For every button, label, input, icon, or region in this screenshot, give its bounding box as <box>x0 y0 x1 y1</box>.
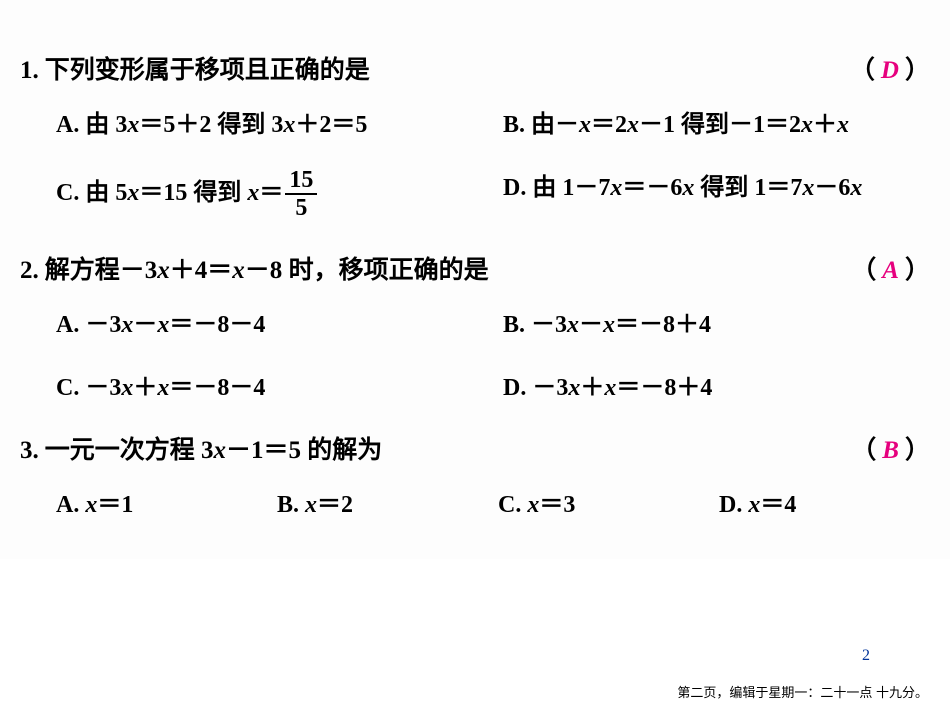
option-1b: B. 由－x＝2x－1 得到－1＝2x＋x <box>503 104 930 139</box>
question-2-options: A. －3x－x＝－8－4 B. －3x－x＝－8＋4 C. －3x＋x＝－8－… <box>20 304 930 402</box>
question-2-number: 2. <box>20 257 39 285</box>
question-1-text: 下列变形属于移项且正确的是 <box>45 50 840 86</box>
question-3-answer-paren: （B） <box>851 430 930 466</box>
option-3b: B. x＝2 <box>277 484 488 519</box>
option-label: D. <box>719 492 742 518</box>
option-label: C. <box>498 492 521 518</box>
option-label: A. <box>56 112 79 138</box>
option-label: B. <box>277 492 299 518</box>
question-3-number: 3. <box>20 437 39 465</box>
paren-open: （ <box>850 57 875 84</box>
option-1d: D. 由 1－7x＝－6x 得到 1＝7x－6x <box>503 167 930 222</box>
worksheet-content: 1. 下列变形属于移项且正确的是 （D） A. 由 3x＝5＋2 得到 3x＋2… <box>0 0 950 559</box>
option-label: C. <box>56 180 79 206</box>
paren-open: （ <box>851 257 876 284</box>
question-1: 1. 下列变形属于移项且正确的是 （D） A. 由 3x＝5＋2 得到 3x＋2… <box>20 50 930 222</box>
option-body: 由－x＝2x－1 得到－1＝2x＋x <box>531 112 849 138</box>
question-1-stem: 1. 下列变形属于移项且正确的是 （D） <box>20 50 930 86</box>
option-3d: D. x＝4 <box>719 484 930 519</box>
option-1c: C. 由 5x＝15 得到 x＝155 <box>56 167 483 222</box>
option-body: x＝3 <box>527 492 575 518</box>
question-2: 2. 解方程－3x＋4＝x－8 时，移项正确的是 （A） A. －3x－x＝－8… <box>20 250 930 402</box>
option-body: 由 3x＝5＋2 得到 3x＋2＝5 <box>85 112 367 138</box>
option-body: x＝2 <box>305 492 353 518</box>
option-3c: C. x＝3 <box>498 484 709 519</box>
option-body: x＝1 <box>85 492 133 518</box>
question-1-answer-paren: （D） <box>850 50 930 86</box>
option-2d: D. －3x＋x＝－8＋4 <box>503 367 930 402</box>
option-label: B. <box>503 112 525 138</box>
question-3-options: A. x＝1 B. x＝2 C. x＝3 D. x＝4 <box>20 484 930 519</box>
paren-close: ） <box>905 257 930 284</box>
question-1-number: 1. <box>20 57 39 85</box>
question-3: 3. 一元一次方程 3x－1＝5 的解为 （B） A. x＝1 B. x＝2 C… <box>20 430 930 519</box>
option-body: －3x－x＝－8－4 <box>85 312 265 338</box>
option-3a: A. x＝1 <box>56 484 267 519</box>
option-label: B. <box>503 312 525 338</box>
option-body: x＝4 <box>748 492 796 518</box>
question-3-stem: 3. 一元一次方程 3x－1＝5 的解为 （B） <box>20 430 930 466</box>
option-label: A. <box>56 312 79 338</box>
question-2-answer: A <box>876 257 905 284</box>
question-2-text: 解方程－3x＋4＝x－8 时，移项正确的是 <box>45 250 842 286</box>
option-body: 由 5x＝15 得到 x＝155 <box>85 180 319 206</box>
question-3-text: 一元一次方程 3x－1＝5 的解为 <box>45 430 842 466</box>
paren-close: ） <box>905 57 930 84</box>
footer-text: 第二页，编辑于星期一：二十一点 十九分。 <box>677 682 928 701</box>
question-3-answer: B <box>876 437 905 464</box>
option-body: －3x－x＝－8＋4 <box>531 312 711 338</box>
option-2b: B. －3x－x＝－8＋4 <box>503 304 930 339</box>
question-1-answer: D <box>875 57 905 84</box>
option-label: C. <box>56 375 79 401</box>
question-2-answer-paren: （A） <box>851 250 930 286</box>
option-2c: C. －3x＋x＝－8－4 <box>56 367 483 402</box>
option-label: A. <box>56 492 79 518</box>
option-body: －3x＋x＝－8＋4 <box>532 375 712 401</box>
option-label: D. <box>503 375 526 401</box>
option-body: －3x＋x＝－8－4 <box>85 375 265 401</box>
question-2-stem: 2. 解方程－3x＋4＝x－8 时，移项正确的是 （A） <box>20 250 930 286</box>
option-2a: A. －3x－x＝－8－4 <box>56 304 483 339</box>
paren-open: （ <box>851 437 876 464</box>
question-1-options: A. 由 3x＝5＋2 得到 3x＋2＝5 B. 由－x＝2x－1 得到－1＝2… <box>20 104 930 222</box>
page-number: 2 <box>862 647 870 665</box>
option-label: D. <box>503 175 526 201</box>
paren-close: ） <box>905 437 930 464</box>
option-body: 由 1－7x＝－6x 得到 1＝7x－6x <box>532 175 862 201</box>
option-1a: A. 由 3x＝5＋2 得到 3x＋2＝5 <box>56 104 483 139</box>
